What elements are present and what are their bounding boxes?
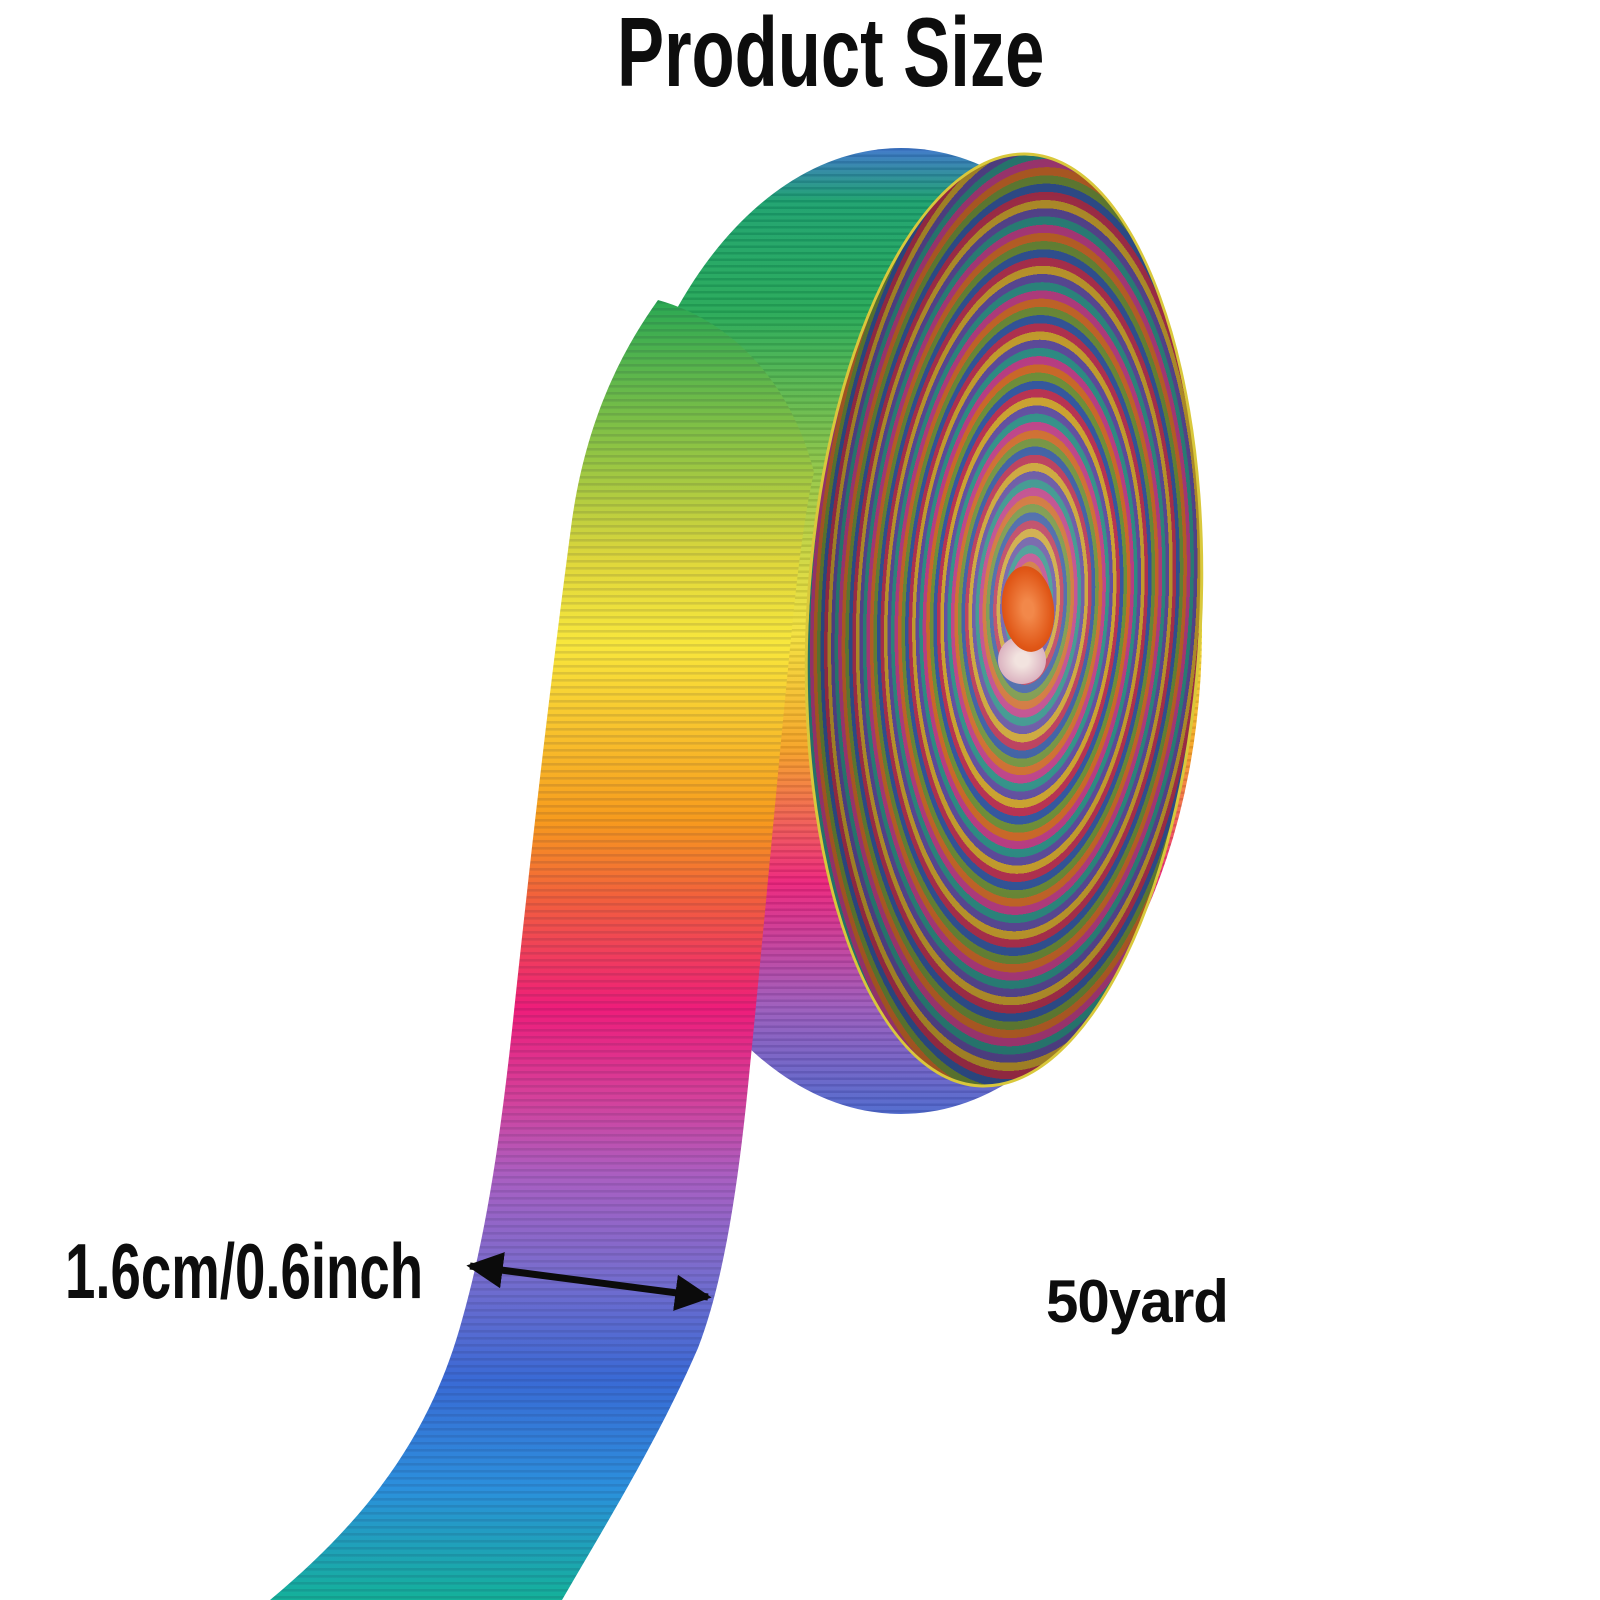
ribbon-strip-texture	[270, 300, 814, 1600]
width-dimension-arrow	[466, 1252, 712, 1311]
